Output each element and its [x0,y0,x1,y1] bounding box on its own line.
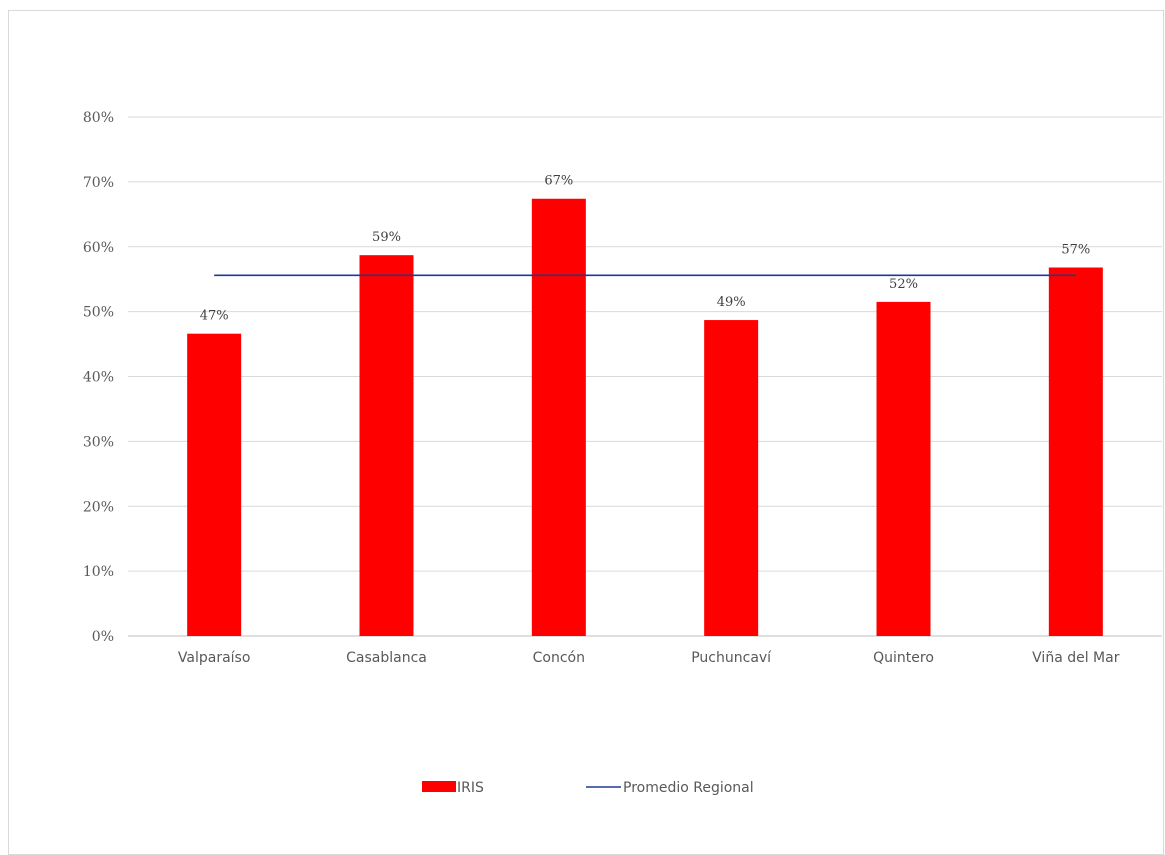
y-tick-label: 20% [83,499,114,515]
legend-label-promedio-regional: Promedio Regional [623,780,754,796]
y-tick-label: 30% [83,434,114,450]
bar-5 [876,301,931,636]
y-tick-label: 10% [83,564,114,580]
bar-3 [531,198,586,636]
data-label: 47% [200,309,229,324]
data-label: 52% [889,277,918,292]
y-tick-label: 40% [83,370,114,386]
y-tick-label: 70% [83,175,114,191]
y-tick-label: 0% [92,629,114,645]
y-tick-label: 50% [83,305,114,321]
category-label: Quintero [873,650,934,666]
data-label: 59% [372,230,401,245]
bar-4 [704,320,759,636]
y-tick-label: 60% [83,240,114,256]
category-label: Puchuncaví [691,650,772,666]
data-label: 67% [544,174,573,189]
category-label: Valparaíso [178,650,251,666]
bar-2 [359,255,414,636]
legend-swatch-iris [422,781,456,792]
category-label: Viña del Mar [1032,650,1120,666]
legend-label-iris: IRIS [457,780,484,796]
category-label: Casablanca [346,650,427,666]
y-tick-label: 80% [83,110,114,126]
category-label: Concón [533,650,585,666]
bar-6 [1048,267,1103,636]
bar-1 [187,333,242,636]
data-label: 49% [717,295,746,310]
data-label: 57% [1061,243,1090,258]
